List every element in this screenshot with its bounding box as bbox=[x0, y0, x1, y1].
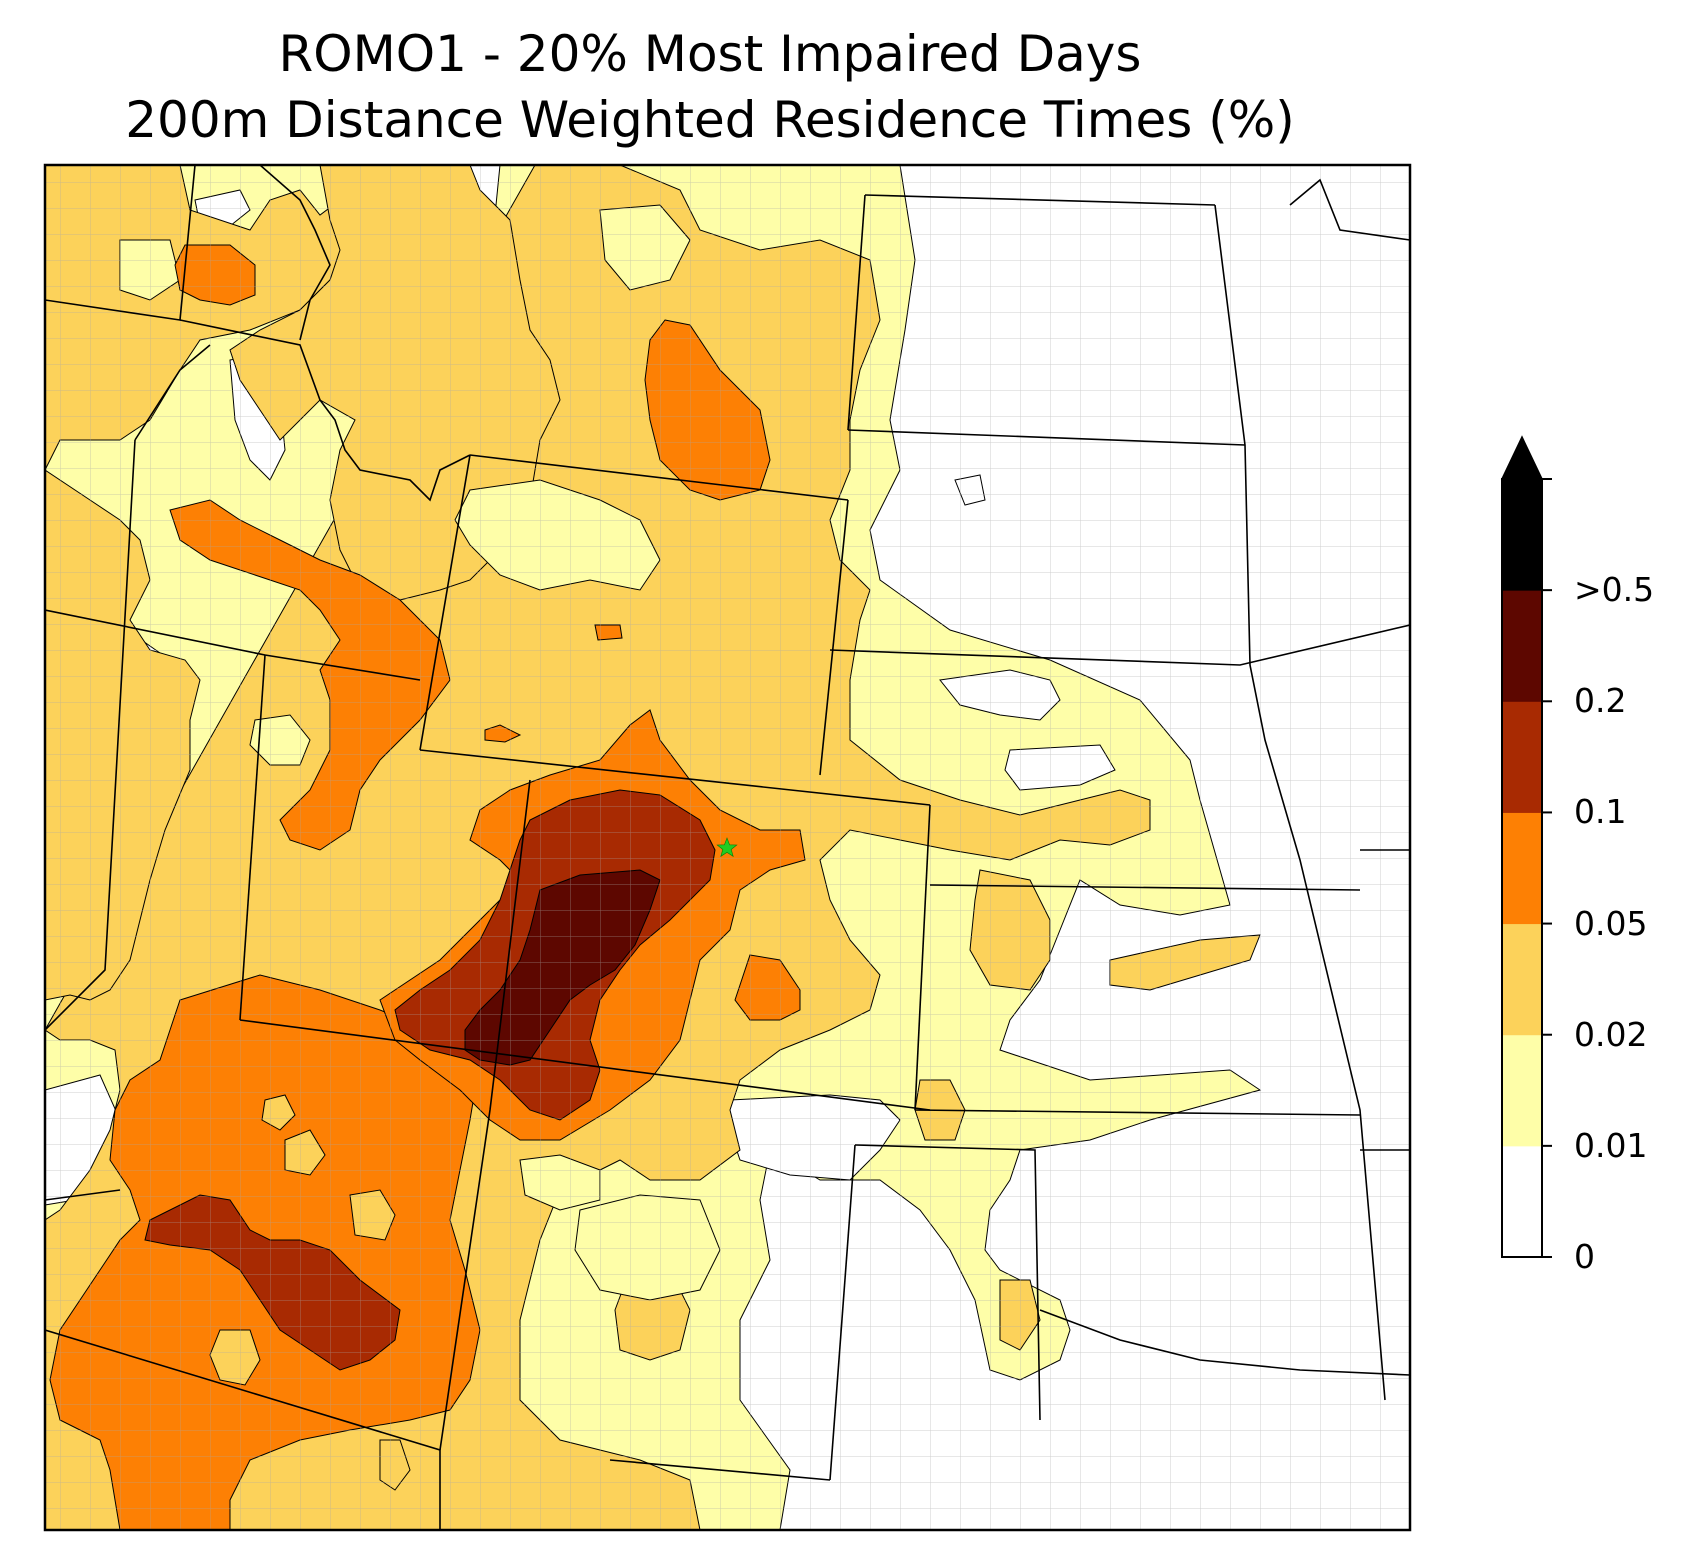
colorbar-label-0.05: 0.05 bbox=[1574, 903, 1648, 943]
colorbar-segment-0.1 bbox=[1502, 701, 1542, 813]
map-title-line-2: 200m Distance Weighted Residence Times (… bbox=[125, 91, 1295, 149]
colorbar-label-0.1: 0.1 bbox=[1574, 792, 1627, 832]
colorbar-segment->0.5 bbox=[1502, 479, 1542, 591]
colorbar-segment-0.02 bbox=[1502, 923, 1542, 1036]
colorbar-label-0.02: 0.02 bbox=[1574, 1014, 1648, 1054]
colorbar-label-0.01: 0.01 bbox=[1574, 1125, 1648, 1165]
colorbar-extend-arrow bbox=[1500, 435, 1544, 480]
colorbar bbox=[1500, 435, 1552, 1258]
colorbar-segment-0.2 bbox=[1502, 590, 1542, 702]
colorbar-segment-0.05 bbox=[1502, 812, 1542, 925]
colorbar-frame bbox=[1501, 478, 1543, 1258]
map-frame bbox=[43, 163, 1412, 1532]
map-title-line-1: ROMO1 - 20% Most Impaired Days bbox=[278, 25, 1142, 83]
colorbar-ticks bbox=[1542, 478, 1552, 1258]
receptor-star-marker bbox=[716, 837, 738, 858]
colorbar-segment-0 bbox=[1502, 1145, 1542, 1258]
colorbar-segments bbox=[1502, 479, 1542, 1258]
colorbar-segment-0.01 bbox=[1502, 1034, 1542, 1147]
colorbar-label-0: 0 bbox=[1574, 1237, 1595, 1276]
state-boundaries bbox=[45, 165, 1410, 1530]
colorbar-label->0.5: >0.5 bbox=[1574, 570, 1655, 610]
colorbar-label-0.2: 0.2 bbox=[1574, 681, 1627, 721]
